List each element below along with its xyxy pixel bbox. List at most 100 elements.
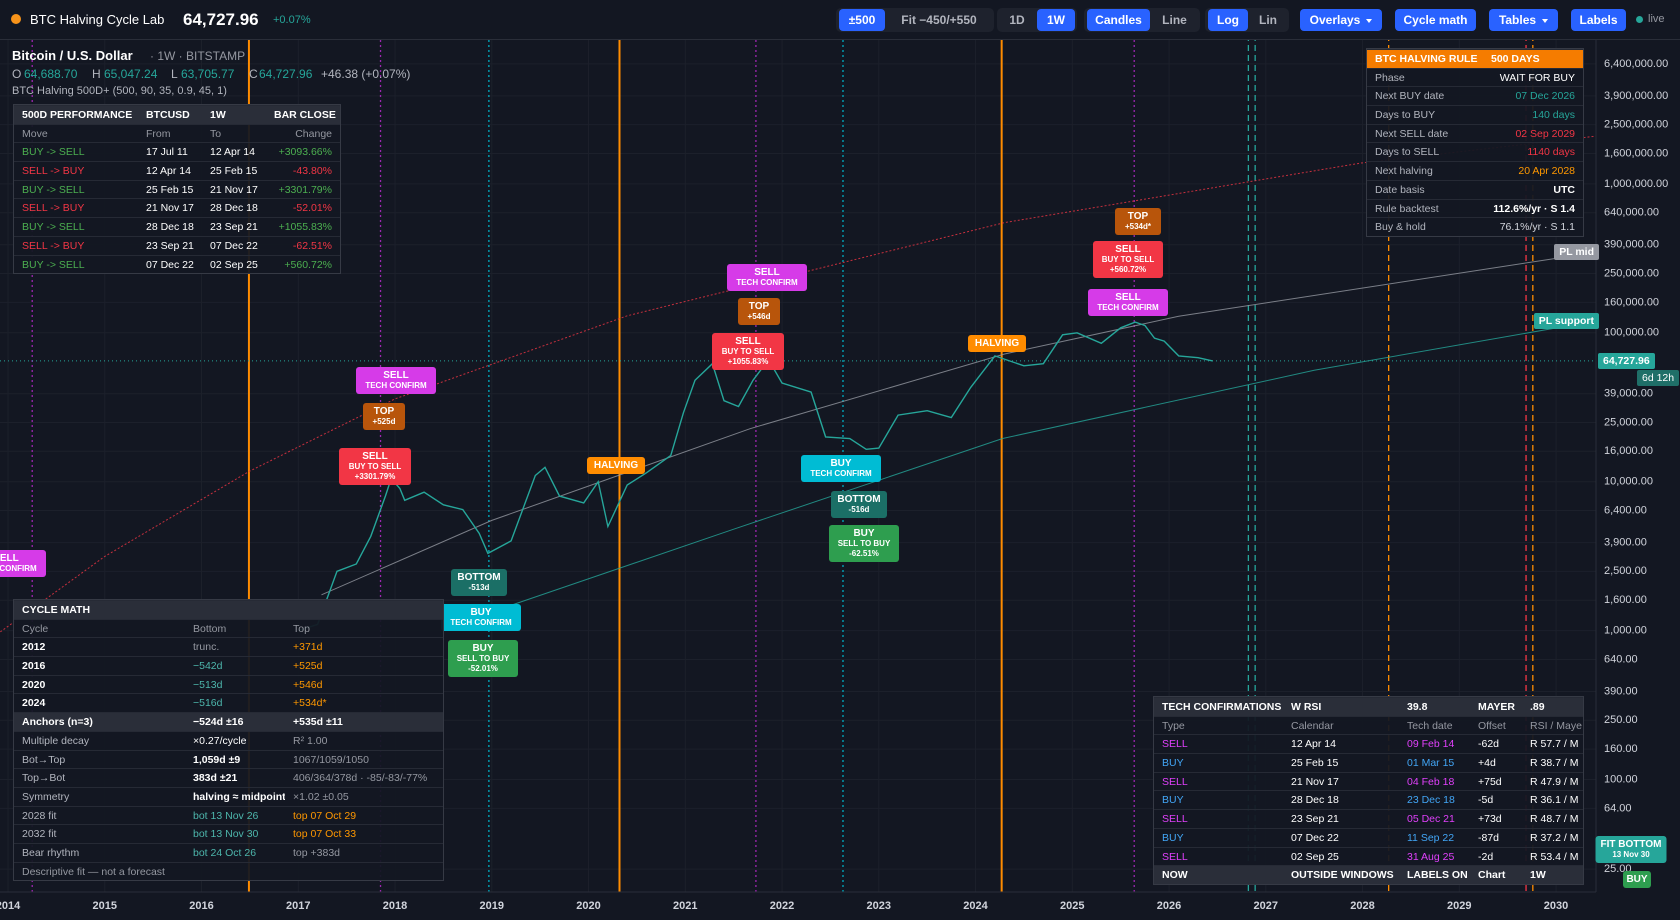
table-cell: BUY -> SELL [22, 258, 85, 271]
bar-countdown: 6d 12h [1637, 369, 1680, 386]
toolbar-button[interactable]: Candles [1087, 9, 1150, 31]
callout: HALVING [968, 335, 1026, 352]
toolbar-button[interactable]: Tables [1489, 9, 1558, 31]
table-cell: 112.6%/yr · S 1.4 [1493, 202, 1575, 215]
toolbar-button[interactable]: ±500 [839, 9, 885, 31]
callout-text: -52.01% [468, 664, 498, 673]
table-row: 2012 trunc. +371d [14, 637, 443, 656]
table-cell: SELL -> BUY [22, 239, 85, 252]
table-row: Next BUY date 07 Dec 2026 [1367, 86, 1583, 105]
y-tick-label: 160,000.00 [1604, 296, 1659, 308]
table-row: Move From To Change [14, 123, 340, 143]
table-cell: Move [22, 127, 48, 140]
x-tick-label: 2020 [576, 900, 600, 912]
toolbar-change: +0.07% [273, 14, 311, 26]
x-tick-label: 2024 [963, 900, 988, 912]
toolbar-button[interactable]: 1D [1009, 13, 1025, 27]
toolbar-button[interactable]: 1W [1037, 9, 1075, 31]
table-cell: SELL [1162, 850, 1188, 863]
table-row: Rule backtest 112.6%/yr · S 1.4 [1367, 198, 1583, 218]
table-cell: 07 Dec 2026 [1515, 90, 1575, 103]
table-cell: 39.8 [1407, 701, 1428, 713]
table-cell: -62.51% [292, 239, 332, 252]
callout-text: SELL TO BUY [456, 654, 510, 663]
table-row: BUY 25 Feb 15 01 Mar 15 +4d R 38.7 / M [1154, 753, 1583, 772]
y-tick-label: 100.00 [1604, 773, 1638, 785]
x-tick-label: 2028 [1350, 900, 1374, 912]
callout: SELL BUY TO SELL +560.72% [1093, 241, 1163, 278]
table-cell: +560.72% [284, 258, 332, 271]
last-price-label: 64,727.96 [1598, 352, 1655, 369]
callout: BUY TECH CONFIRM [441, 604, 521, 631]
table-cell: Next halving [1375, 165, 1433, 178]
y-tick-label: 390.00 [1604, 685, 1638, 697]
table-cell: UTC [1553, 183, 1575, 196]
table-cell: BUY [1162, 831, 1184, 844]
toolbar-button[interactable]: Log [1208, 9, 1248, 31]
table-cell: 2012 [22, 641, 46, 654]
y-tick-label: 1,000,000.00 [1604, 178, 1668, 190]
table-cell: 12 Apr 14 [146, 165, 191, 178]
table-row: Buy & hold 76.1%/yr · S 1.1 [1367, 217, 1583, 236]
table-cell: Cycle [22, 622, 49, 635]
table-cell: -2d [1478, 850, 1494, 863]
table-cell: 2016 [22, 660, 46, 673]
callout: BOTTOM -516d [831, 491, 887, 518]
table-cell: Anchors (n=3) [22, 716, 93, 729]
table-cell: CYCLE MATH [22, 604, 91, 616]
table-row: Days to SELL 1140 days [1367, 142, 1583, 161]
x-tick-label: 2030 [1544, 900, 1568, 912]
callout-text: +546d [747, 312, 771, 321]
table-row: SELL -> BUY 23 Sep 21 07 Dec 22 -62.51% [14, 235, 340, 255]
table-cell: 21 Nov 17 [146, 202, 194, 215]
toolbar-button[interactable]: Fit −450/+550 [901, 13, 977, 27]
table-cell: BUY -> SELL [22, 183, 85, 196]
callout-text: BUY TO SELL [348, 462, 402, 471]
toolbar-button[interactable]: Overlays [1300, 9, 1382, 31]
table-cell: SELL -> BUY [22, 202, 85, 215]
y-tick-label: 250.00 [1604, 714, 1638, 726]
table-cell: 07 Dec 22 [1291, 831, 1339, 844]
table-cell: Next SELL date [1375, 127, 1449, 140]
table-cell: SELL [1162, 738, 1188, 751]
callout-text: SELL [735, 336, 761, 347]
table-cell: RSI / Maye [1530, 719, 1582, 732]
table-cell: NOW [1162, 869, 1188, 882]
toolbar-button[interactable]: Cycle math [1395, 9, 1476, 31]
table-cell: BUY [1162, 757, 1184, 770]
table-cell: MAYER [1478, 701, 1515, 713]
trend-line [321, 251, 1596, 596]
ohlc-value: 64,688.70 [24, 67, 78, 81]
table-cell: -62d [1478, 738, 1500, 751]
callout: TOP +546d [738, 298, 780, 325]
table-cell: Phase [1375, 71, 1405, 84]
table-cell: 1,059d ±9 [193, 753, 241, 766]
x-tick-label: 2015 [93, 900, 117, 912]
table-cell: halving ≈ midpoint [193, 790, 285, 803]
toolbar-button[interactable]: Lin [1259, 13, 1277, 27]
performance-table: 500D PERFORMANCE BTCUSD 1W BAR CLOSE Move Fro… [13, 104, 341, 275]
callout-text: +525d [372, 417, 396, 426]
table-cell: ×1.02 ±0.05 [293, 790, 349, 803]
table-cell: BUY [1162, 794, 1184, 807]
x-tick-label: 2017 [286, 900, 310, 912]
symbol-meta: · 1W · BITSTAMP [150, 49, 246, 63]
callout-text: 13 Nov 30 [1612, 850, 1650, 859]
line-label: PL mid [1554, 244, 1599, 261]
callout: TOP +534d* [1115, 208, 1161, 235]
x-tick-label: 2027 [1254, 900, 1278, 912]
toolbar-button[interactable]: Line [1162, 13, 1187, 27]
table-row: Next halving 20 Apr 2028 [1367, 161, 1583, 180]
callout-text: -513d [468, 583, 490, 592]
table-row: Next SELL date 02 Sep 2029 [1367, 123, 1583, 143]
table-row: Type Calendar Tech date Offset RSI / Maye [1154, 715, 1583, 735]
table-cell: +534d* [293, 697, 327, 710]
table-row: SELL 23 Sep 21 05 Dec 21 +73d R 48.7 / M [1154, 809, 1583, 828]
table-row: SELL 02 Sep 25 31 Aug 25 -2d R 53.4 / M [1154, 846, 1583, 866]
ohlc-key: H [92, 67, 101, 81]
table-row: 2032 fit bot 13 Nov 30 top 07 Oct 33 [14, 824, 443, 843]
toolbar-button[interactable]: Labels [1571, 9, 1626, 31]
table-row: 500D PERFORMANCE BTCUSD 1W BAR CLOSE [14, 105, 340, 124]
